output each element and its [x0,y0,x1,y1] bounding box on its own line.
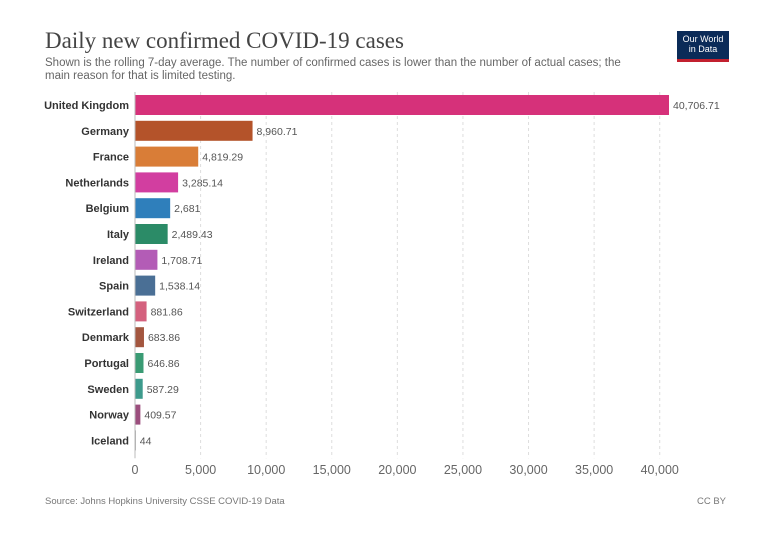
x-tick-label: 5,000 [185,463,216,477]
value-label: 2,489.43 [172,229,213,241]
owid-logo[interactable]: Our World in Data [677,31,729,62]
logo-line-1: Our World [682,34,724,44]
value-label: 2,681 [174,203,200,215]
bar [135,120,253,141]
x-tick-label: 30,000 [509,463,547,477]
bar [135,353,144,373]
category-label: Spain [99,281,129,293]
x-tick-label: 35,000 [575,463,613,477]
bar [135,172,179,193]
category-label: Netherlands [65,177,129,189]
value-label: 683.86 [148,332,180,344]
category-label: Sweden [87,384,129,396]
value-label: 3,285.14 [182,177,223,189]
chart-title: Daily new confirmed COVID-19 cases [45,28,404,53]
category-label: Norway [89,410,130,422]
category-label: Switzerland [68,306,129,318]
value-label: 409.57 [144,410,176,422]
logo-line-2: in Data [688,44,718,54]
x-tick-label: 0 [132,463,139,477]
bar [135,249,158,270]
value-label: 40,706.71 [673,100,720,112]
bar [135,146,199,167]
bar [135,95,669,115]
category-label: Italy [107,229,130,241]
x-tick-label: 20,000 [378,463,416,477]
bar [135,275,156,296]
x-tick-label: 40,000 [641,463,679,477]
license-label[interactable]: CC BY [696,496,726,507]
source-note[interactable]: Source: Johns Hopkins University CSSE CO… [45,496,285,507]
category-label: Ireland [93,255,129,267]
category-label: United Kingdom [44,100,129,112]
value-label: 587.29 [147,384,179,396]
category-label: Germany [81,126,130,138]
x-tick-label: 10,000 [247,463,285,477]
chart-subtitle: Shown is the rolling 7-day average. The … [45,57,621,82]
bar [135,327,144,348]
bar [135,404,141,425]
value-label: 4,819.29 [202,152,243,164]
value-label: 44 [140,435,152,447]
bar [135,378,143,399]
category-label: Iceland [91,435,129,447]
category-label: Portugal [84,358,129,370]
value-label: 1,708.71 [161,255,202,267]
category-label: Belgium [86,203,130,215]
category-label: France [93,152,129,164]
bar [135,224,168,244]
value-label: 646.86 [147,358,179,370]
bar [135,198,171,219]
value-label: 881.86 [151,306,183,318]
x-tick-label: 25,000 [444,463,482,477]
x-tick-label: 15,000 [313,463,351,477]
category-label: Denmark [82,332,130,344]
value-label: 8,960.71 [257,126,298,138]
bar [135,301,147,322]
value-label: 1,538.14 [159,281,200,293]
